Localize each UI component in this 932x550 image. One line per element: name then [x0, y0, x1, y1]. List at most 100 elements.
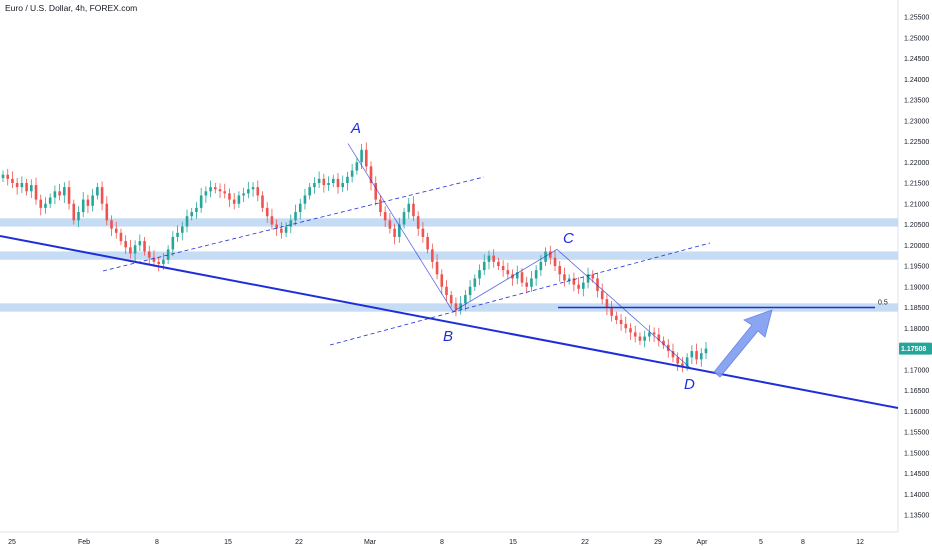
candle-body [336, 178, 340, 188]
candle-body [223, 191, 227, 194]
candle-body [558, 266, 562, 275]
candle-body [275, 224, 278, 229]
projection-arrow [713, 309, 773, 378]
candle-body [374, 183, 378, 200]
candle-body [482, 261, 486, 271]
pattern-point-d: D [684, 376, 695, 393]
candle-body [72, 203, 76, 221]
candle-body [577, 284, 580, 289]
candle-body [487, 255, 491, 262]
candle-body [298, 203, 302, 213]
candle-body [199, 195, 203, 208]
pattern-point-a: A [350, 120, 361, 137]
candle-body [317, 178, 321, 183]
candle-body [34, 185, 38, 200]
x-tick-label: 15 [509, 539, 517, 546]
trend-line [0, 235, 899, 409]
candle-body [695, 351, 698, 360]
candle-body [473, 278, 477, 287]
candle-body [195, 207, 198, 213]
candle-body [497, 261, 500, 266]
candle-body [25, 183, 28, 192]
candle-body [638, 336, 642, 341]
candle-body [652, 332, 656, 335]
candle-body [690, 351, 694, 358]
y-tick-label: 1.18000 [904, 326, 929, 333]
candle-body [676, 357, 679, 364]
candle-body [81, 199, 85, 213]
y-tick-label: 1.17000 [904, 367, 929, 374]
pattern-point-c: C [563, 230, 574, 247]
candle-body [129, 247, 132, 254]
x-tick-label: 12 [856, 539, 864, 546]
candle-body [86, 199, 90, 206]
y-tick-label: 1.15500 [904, 430, 929, 437]
y-tick-label: 1.19000 [904, 284, 929, 291]
candle-body [530, 278, 533, 287]
candle-body [369, 166, 373, 183]
candle-body [53, 191, 57, 198]
x-tick-label: Apr [697, 539, 709, 546]
candle-body [421, 228, 425, 237]
candle-body [185, 216, 189, 227]
candle-body [96, 187, 99, 196]
candle-body [327, 183, 330, 186]
candle-body [426, 236, 429, 250]
candle-body [553, 257, 557, 266]
candle-body [214, 187, 217, 190]
candle-body [350, 170, 354, 177]
candle-body [355, 162, 359, 171]
candle-body [237, 195, 241, 204]
candle-body [190, 212, 194, 217]
candle-body [322, 178, 326, 186]
candle-body [138, 241, 142, 246]
y-tick-label: 1.15000 [904, 450, 929, 457]
y-tick-label: 1.16500 [904, 388, 929, 395]
candle-body [600, 290, 604, 300]
candle-body [232, 199, 236, 204]
x-tick-label: 8 [440, 539, 444, 546]
last-price-badge [899, 342, 932, 355]
candle-body [657, 334, 661, 341]
candle-body [261, 195, 264, 208]
candle-body [605, 299, 609, 308]
candle-body [549, 251, 552, 258]
candle-body [100, 187, 104, 204]
candle-body [501, 266, 505, 271]
candle-body [67, 187, 71, 204]
candle-body [364, 149, 368, 167]
candle-body [171, 236, 175, 250]
candle-body [6, 174, 10, 179]
y-tick-label: 1.23000 [904, 118, 929, 125]
candle-body [402, 212, 406, 225]
y-tick-label: 1.24500 [904, 56, 929, 63]
candle-body [152, 257, 156, 262]
candle-body [515, 272, 519, 279]
candle-body [63, 187, 66, 196]
candle-body [681, 363, 684, 367]
candle-body [218, 189, 222, 192]
candle-body [308, 187, 311, 196]
candle-body [176, 232, 179, 237]
candle-body [582, 282, 585, 289]
x-tick-label: 25 [8, 539, 16, 546]
pattern-point-b: B [443, 328, 453, 345]
zone-band-1 [0, 251, 898, 260]
candle-body [346, 176, 349, 183]
y-tick-label: 1.13500 [904, 513, 929, 520]
candle-body [586, 274, 590, 283]
candle-body [624, 324, 628, 329]
candle-body [265, 207, 269, 217]
candle-body [643, 336, 646, 341]
y-tick-label: 1.18500 [904, 305, 929, 312]
candle-body [247, 189, 250, 194]
channel-line-upper [102, 176, 485, 272]
candle-body [520, 272, 524, 283]
candle-body [360, 149, 363, 163]
candle-body [454, 303, 458, 310]
zone-band-0 [0, 218, 898, 227]
abcd-pattern-line [347, 143, 691, 368]
candle-body [1, 174, 5, 179]
